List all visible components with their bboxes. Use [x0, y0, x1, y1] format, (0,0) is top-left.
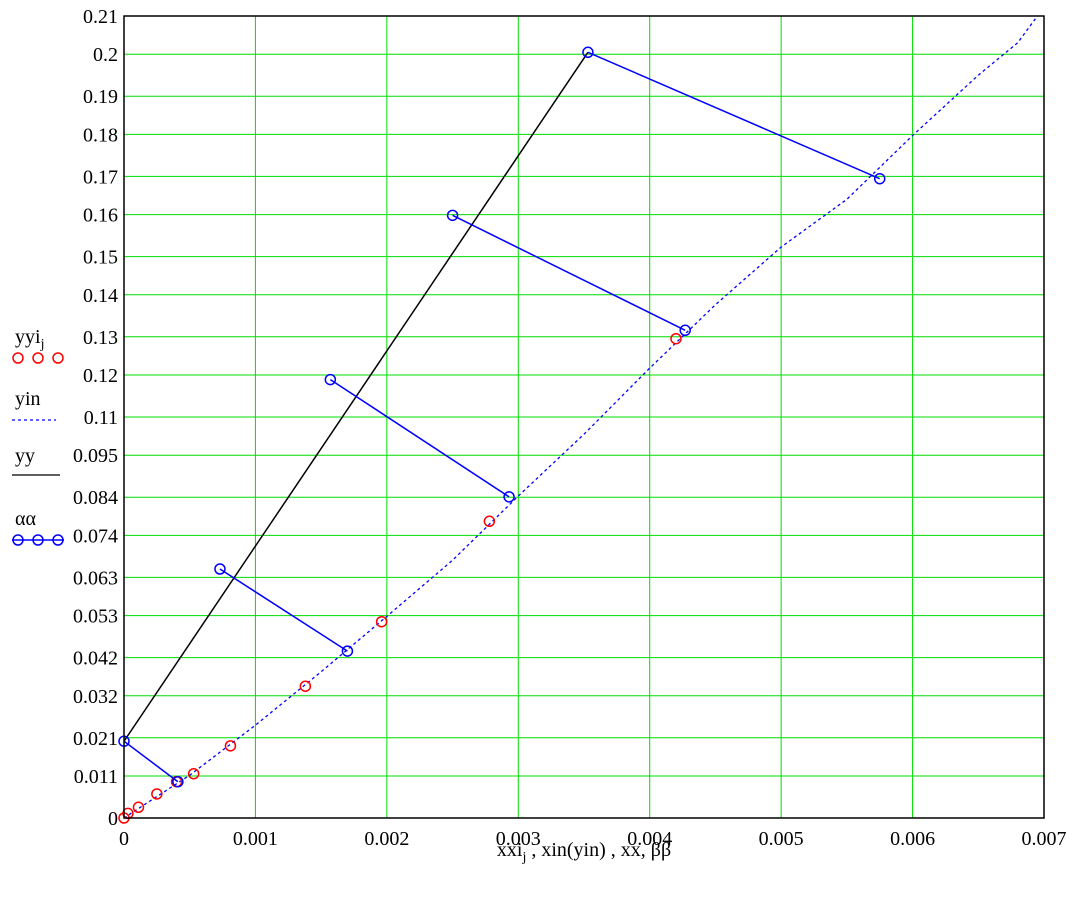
series-layer [118, 15, 1038, 824]
x-tick-label: 0.006 [890, 828, 935, 850]
yyi-point [224, 740, 237, 752]
grid-layer [123, 15, 1045, 819]
yyi-point [483, 515, 496, 528]
legend-swatch-circle [32, 352, 44, 364]
yyi-point [187, 767, 200, 780]
yyi-point [299, 680, 312, 692]
legend-label: yyij [15, 326, 44, 352]
x-axis-label: xxij , xin(yin) , xx, ββ [497, 839, 671, 865]
legend-swatch-circle [12, 534, 24, 546]
alpha-point [172, 775, 184, 788]
alpha-point [324, 373, 337, 386]
alpha-point [341, 645, 354, 657]
y-tick-label: 0.21 [83, 6, 118, 28]
x-tick-label: 0.003 [496, 828, 541, 850]
y-tick-label: 0.074 [73, 525, 118, 547]
y-tick-label: 0.032 [73, 686, 118, 708]
x-tick-label: 0.001 [233, 828, 278, 850]
yyi-point [375, 615, 388, 628]
legend-swatch-circle [52, 352, 64, 364]
y-tick-label: 0.084 [73, 487, 118, 509]
y-tick-label: 0.2 [93, 44, 118, 66]
y-tick-label: 0.063 [73, 567, 118, 589]
legend-label: yy [15, 445, 35, 467]
y-tick-label: 0.13 [83, 327, 118, 349]
y-tick-label: 0.14 [83, 285, 118, 307]
plot-frame [123, 15, 1045, 819]
alpha-segment [329, 378, 510, 498]
yyi-point [132, 801, 145, 814]
y-tick-label: 0.11 [84, 407, 118, 429]
x-tick-label: 0.004 [627, 828, 672, 850]
y-tick-label: 0.095 [73, 445, 118, 467]
y-tick-label: 0.021 [73, 728, 118, 750]
x-tick-label: 0.005 [759, 828, 804, 850]
yyi-point [670, 332, 682, 345]
legend-swatch-circle [32, 534, 44, 546]
x-tick-label: 0.002 [364, 828, 409, 850]
legend: yyij yin yy αα [12, 326, 64, 546]
alpha-point [582, 46, 594, 59]
x-tick-label: 0.007 [1022, 828, 1066, 850]
legend-label: αα [15, 508, 36, 530]
x-tick-label: 0 [119, 828, 129, 850]
y-tick-labels: 0 0.011 0.021 0.032 0.042 0.053 0.063 0.074 0.08… [73, 6, 118, 830]
legend-swatch-circle [52, 534, 64, 546]
y-tick-label: 0.17 [83, 166, 118, 188]
y-tick-label: 0.18 [83, 124, 118, 146]
alpha-point [446, 209, 459, 222]
alpha-segment [123, 740, 179, 783]
y-tick-label: 0.12 [83, 365, 118, 387]
y-tick-label: 0.011 [74, 766, 118, 788]
y-tick-label: 0.15 [83, 247, 118, 269]
alpha-segment [219, 568, 348, 652]
y-tick-label: 0.053 [73, 606, 118, 628]
legend-swatch-circle [12, 352, 24, 364]
alpha-point [873, 172, 886, 185]
alpha-point [503, 491, 515, 503]
x-tick-labels: 0 0.001 0.002 0.003 0.004 0.005 0.006 0.007 [119, 828, 1066, 850]
legend-label: yin [15, 388, 41, 410]
y-tick-label: 0.19 [83, 86, 118, 108]
y-tick-label: 0 [108, 808, 118, 830]
alpha-point [214, 563, 226, 575]
y-tick-label: 0.16 [83, 205, 118, 227]
yyi-point [151, 788, 163, 800]
y-tick-label: 0.042 [73, 648, 118, 670]
alpha-segment [452, 214, 686, 331]
alpha-segment [587, 51, 881, 180]
alpha-point [679, 324, 691, 337]
